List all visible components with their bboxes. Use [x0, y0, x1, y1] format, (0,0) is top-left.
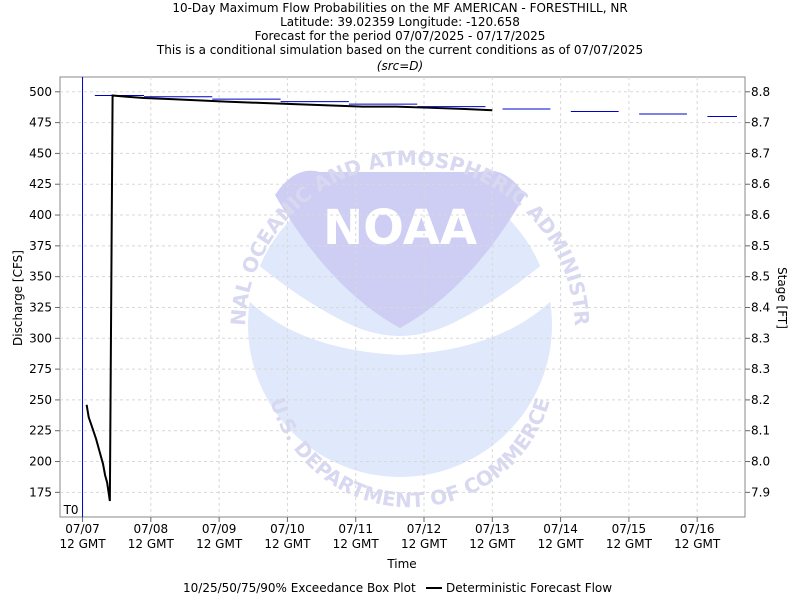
x-tick-label-time: 12 GMT — [401, 537, 448, 551]
x-tick-label-time: 12 GMT — [538, 537, 585, 551]
y-tick-label: 450 — [29, 146, 52, 160]
y-tick-label: 400 — [29, 208, 52, 222]
y2-tick-label: 8.6 — [751, 177, 770, 191]
chart-title-line-3: Forecast for the period 07/07/2025 - 07/… — [255, 29, 546, 43]
x-axis-label: Time — [386, 557, 416, 571]
noaa-logo-center-text: NOAA — [323, 200, 477, 256]
y2-tick-label: 8.4 — [751, 300, 770, 314]
y-tick-label: 175 — [29, 485, 52, 499]
grid-lines — [60, 77, 745, 517]
y2-tick-label: 8.0 — [751, 455, 770, 469]
y2-tick-label: 8.7 — [751, 146, 770, 160]
y2-tick-label: 8.6 — [751, 208, 770, 222]
x-tick-label-date: 07/09 — [202, 522, 237, 536]
x-tick-label-date: 07/13 — [475, 522, 510, 536]
t0-marker-label: T0 — [63, 503, 79, 517]
x-tick-label-time: 12 GMT — [674, 537, 721, 551]
x-tick-label-date: 07/14 — [543, 522, 578, 536]
x-tick-label-date: 07/12 — [407, 522, 442, 536]
y2-tick-label: 8.5 — [751, 239, 770, 253]
y2-axis-label: Stage [FT] — [775, 267, 789, 329]
x-tick-label-date: 07/15 — [612, 522, 647, 536]
x-tick-label-time: 12 GMT — [264, 537, 311, 551]
deterministic-forecast-line — [85, 94, 493, 502]
y-tick-label: 375 — [29, 239, 52, 253]
x-tick-label-time: 12 GMT — [59, 537, 106, 551]
y-tick-label: 300 — [29, 331, 52, 345]
y-tick-label: 200 — [29, 455, 52, 469]
x-tick-label-date: 07/11 — [338, 522, 373, 536]
y2-tick-label: 8.5 — [751, 270, 770, 284]
chart-title-line-2: Latitude: 39.02359 Longitude: -120.658 — [280, 15, 520, 29]
x-tick-label-date: 07/10 — [270, 522, 305, 536]
y2-tick-label: 8.3 — [751, 331, 770, 345]
y-tick-label: 425 — [29, 177, 52, 191]
x-tick-label-time: 12 GMT — [333, 537, 380, 551]
y-tick-label: 275 — [29, 362, 52, 376]
noaa-logo-wave — [248, 258, 552, 355]
y-axis-left: 175 200 225 250 275 300 325 350 375 400 425 450 475 5… — [29, 85, 60, 499]
y2-tick-label: 8.2 — [751, 393, 770, 407]
noaa-logo-bird — [275, 170, 525, 328]
y2-tick-label: 8.3 — [751, 362, 770, 376]
y2-tick-label: 8.1 — [751, 424, 770, 438]
y-tick-label: 500 — [29, 85, 52, 99]
y2-tick-label: 8.7 — [751, 116, 770, 130]
y-axis-right: 8.8 8.7 8.7 8.6 8.6 8.5 8.5 8.4 8.3 8.3 8.2 8.1 8.0 7… — [745, 85, 770, 499]
x-tick-label-time: 12 GMT — [606, 537, 653, 551]
x-tick-label-date: 07/08 — [134, 522, 169, 536]
x-tick-label-time: 12 GMT — [196, 537, 243, 551]
legend-item-deterministic: Deterministic Forecast Flow — [446, 581, 612, 595]
legend: 10/25/50/75/90% Exceedance Box Plot Dete… — [183, 581, 612, 595]
chart-title-line-4: This is a conditional simulation based o… — [156, 43, 643, 57]
y2-tick-label: 8.8 — [751, 85, 770, 99]
y-tick-label: 475 — [29, 116, 52, 130]
y-axis-label: Discharge [CFS] — [11, 250, 25, 346]
y-tick-label: 325 — [29, 300, 52, 314]
chart-source-note: (src=D) — [377, 59, 423, 73]
y2-tick-label: 7.9 — [751, 485, 770, 499]
x-tick-label-time: 12 GMT — [128, 537, 175, 551]
legend-item-exceedance: 10/25/50/75/90% Exceedance Box Plot — [183, 581, 416, 595]
y-tick-label: 350 — [29, 270, 52, 284]
chart-title-line-1: 10-Day Maximum Flow Probabilities on the… — [172, 1, 627, 15]
x-tick-label-date: 07/16 — [680, 522, 715, 536]
y-tick-label: 225 — [29, 424, 52, 438]
x-tick-label-time: 12 GMT — [469, 537, 516, 551]
x-tick-label-date: 07/07 — [65, 522, 100, 536]
y-tick-label: 250 — [29, 393, 52, 407]
